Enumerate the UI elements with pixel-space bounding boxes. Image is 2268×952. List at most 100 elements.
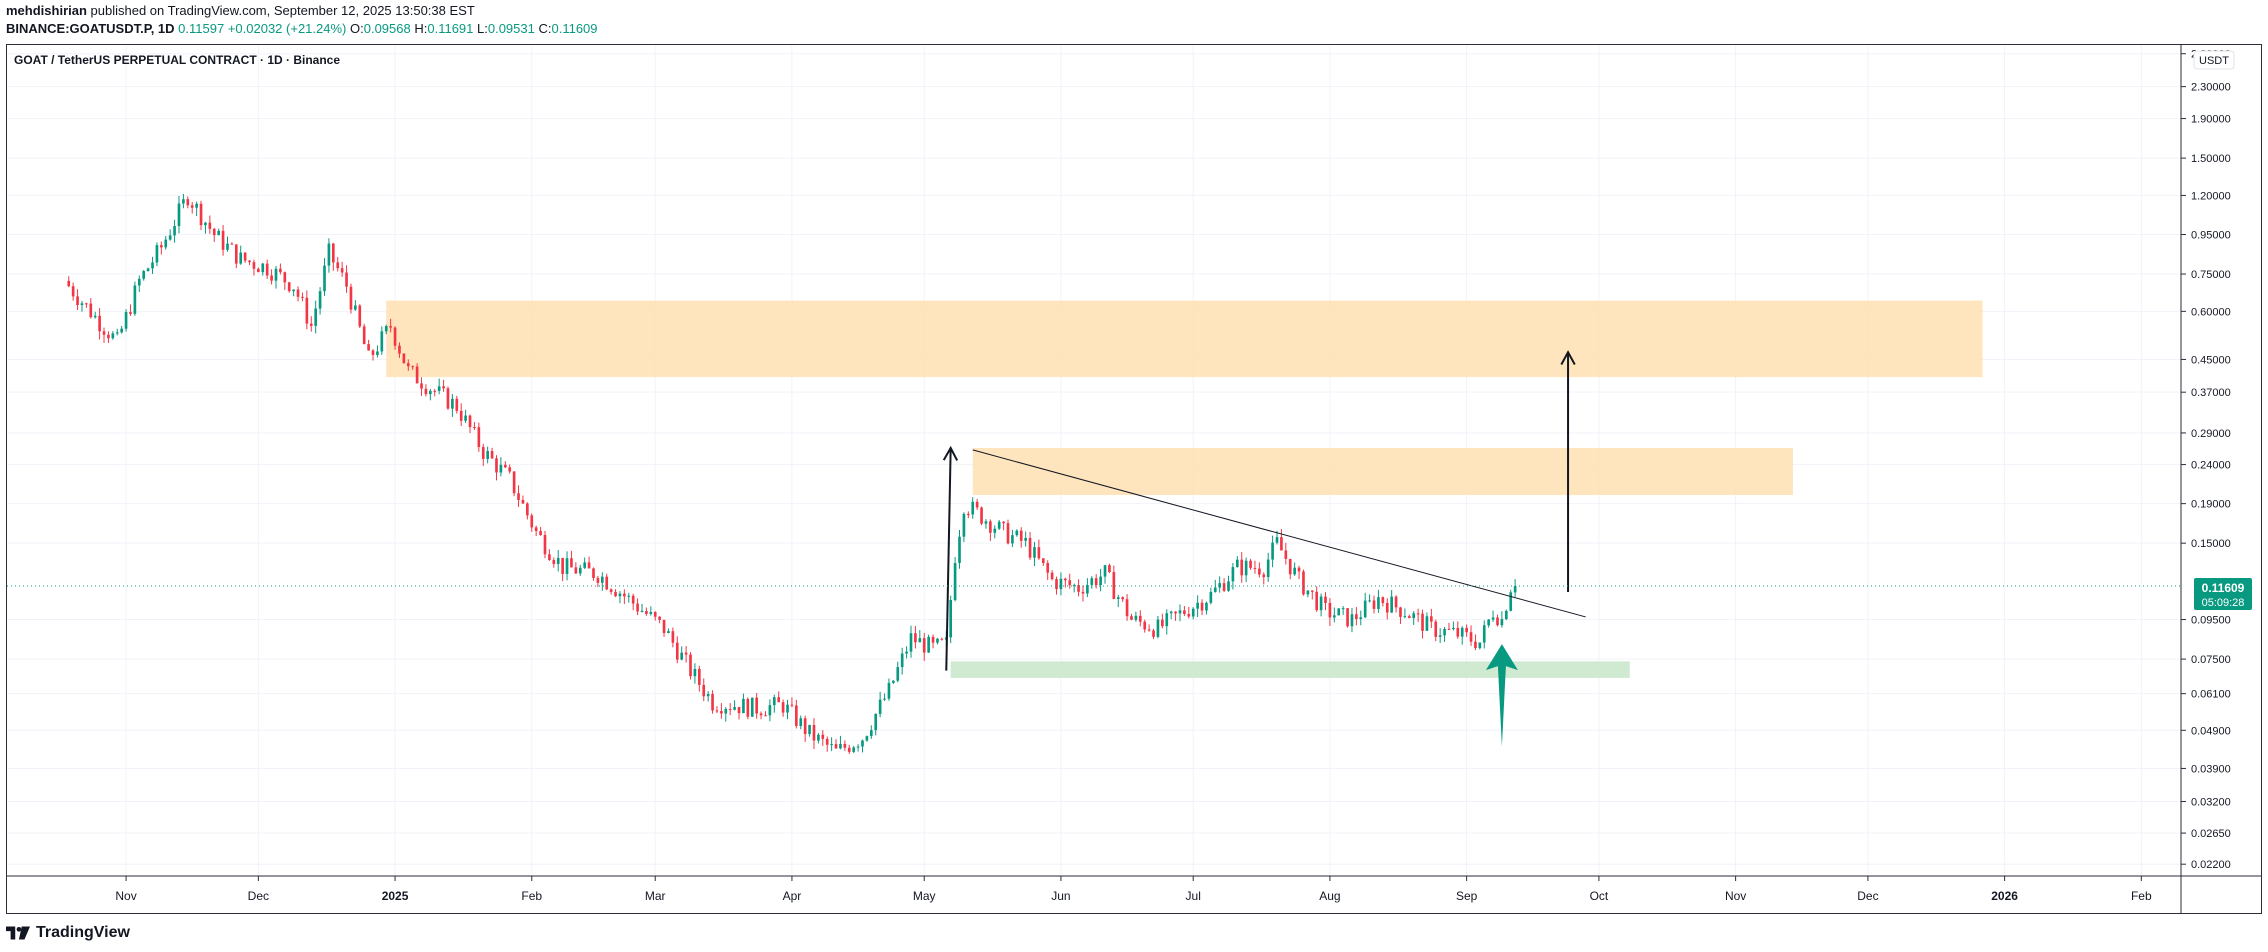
candle-body	[645, 610, 648, 614]
candle-body	[1341, 608, 1345, 610]
candle-body	[887, 682, 891, 699]
candle-body	[623, 593, 626, 597]
price-tick-label: 0.04900	[2191, 725, 2231, 737]
candle-body	[795, 705, 798, 726]
candle-body	[975, 501, 979, 508]
candle-body	[1390, 596, 1393, 613]
time-tick-label: Feb	[521, 889, 542, 903]
chart-frame[interactable]: 2.800002.300001.900001.500001.200000.950…	[6, 44, 2262, 914]
candle-body	[1504, 610, 1508, 620]
time-tick-label: Dec	[248, 889, 269, 903]
candle-body	[592, 568, 595, 579]
candle-body	[1447, 628, 1451, 630]
candle-body	[93, 315, 97, 318]
candle-body	[499, 464, 503, 473]
open-label: O:	[350, 21, 364, 36]
last-price: 0.11597	[178, 21, 225, 36]
candle-body	[137, 278, 141, 286]
candle-body	[464, 415, 467, 421]
candle-body	[1028, 537, 1032, 558]
candle-body	[1275, 537, 1279, 543]
candle-body	[856, 746, 860, 748]
price-tick-label: 0.02200	[2191, 859, 2231, 871]
candle-body	[574, 567, 578, 574]
candle-body	[1059, 578, 1063, 590]
candle-body	[212, 228, 216, 236]
price-change: +0.02032 (+21.24%)	[227, 21, 347, 36]
candle-body	[684, 652, 688, 655]
candle-body	[124, 312, 128, 329]
candle-body	[1474, 641, 1477, 649]
tradingview-footer[interactable]: TradingView	[6, 924, 130, 942]
arrow-head	[1560, 350, 1576, 365]
candle-body	[1412, 613, 1416, 619]
candle-body	[1293, 567, 1296, 575]
candle-body	[1244, 560, 1248, 576]
candle-body	[1090, 578, 1094, 585]
candle-body	[1218, 583, 1222, 588]
candle-body	[477, 427, 481, 448]
price-axis[interactable]: 2.800002.300001.900001.500001.200000.950…	[2180, 44, 2231, 914]
candle-body	[530, 515, 534, 528]
candle-body	[1280, 537, 1283, 551]
candle-body	[279, 268, 282, 273]
price-tick-label: 0.19000	[2191, 499, 2231, 511]
candle-body	[539, 530, 542, 535]
price-zone	[386, 300, 1983, 378]
candle-body	[1253, 567, 1257, 569]
candle-body	[839, 743, 842, 749]
current-price-tag: 0.11609 05:09:28	[2194, 578, 2252, 611]
currency-badge[interactable]	[2193, 50, 2235, 70]
candle-body	[182, 199, 185, 204]
candle-body	[389, 326, 392, 328]
candle-body	[1266, 559, 1270, 578]
candle-body	[534, 527, 538, 531]
candle-body	[1310, 590, 1314, 592]
candle-body	[565, 558, 569, 574]
candle-body	[459, 410, 463, 421]
candle-body	[1460, 627, 1464, 637]
candle-body	[1240, 559, 1244, 576]
candle-body	[1513, 586, 1517, 593]
candle-body	[583, 562, 586, 568]
candle-body	[1169, 611, 1173, 614]
candle-body	[473, 427, 476, 429]
candle-body	[1425, 616, 1429, 631]
candle-body	[662, 619, 666, 633]
candle-body	[1037, 547, 1041, 559]
candle-body	[1187, 614, 1191, 617]
candle-body	[1297, 567, 1301, 572]
close-label: C:	[538, 21, 552, 36]
candle-body	[455, 398, 459, 411]
candle-body	[1438, 635, 1442, 637]
candle-body	[1302, 571, 1305, 595]
candle-body	[442, 386, 445, 389]
candle-body	[834, 744, 838, 749]
candle-body	[340, 268, 344, 273]
candle-body	[1500, 619, 1504, 626]
chart-title: GOAT / TetherUS PERPETUAL CONTRACT · 1D …	[14, 53, 340, 67]
candles	[67, 193, 1517, 754]
candle-body	[283, 272, 287, 283]
time-axis[interactable]: Nov Dec 2025 Feb Mar Apr May Jun Jul Aug Sep Oct Nov…	[6, 875, 2262, 903]
candle-body	[1121, 597, 1124, 600]
candle-body	[1385, 602, 1389, 613]
candle-body	[270, 275, 273, 281]
candle-body	[415, 366, 419, 384]
candle-body	[587, 562, 591, 569]
candle-body	[1002, 521, 1005, 524]
time-tick-label: Jun	[1051, 889, 1070, 903]
candle-body	[905, 651, 908, 654]
tradingview-logo-icon	[6, 926, 30, 940]
candle-body	[1350, 614, 1354, 627]
candle-body	[733, 707, 736, 710]
price-tick-label: 0.60000	[2191, 306, 2231, 318]
candle-body	[208, 222, 212, 229]
candle-body	[230, 243, 234, 245]
candle-body	[526, 503, 529, 516]
candle-body	[451, 398, 454, 409]
candle-body	[1319, 596, 1323, 611]
price-chart[interactable]: 2.800002.300001.900001.500001.200000.950…	[6, 44, 2262, 914]
candle-body	[728, 708, 732, 710]
candle-body	[129, 312, 132, 314]
